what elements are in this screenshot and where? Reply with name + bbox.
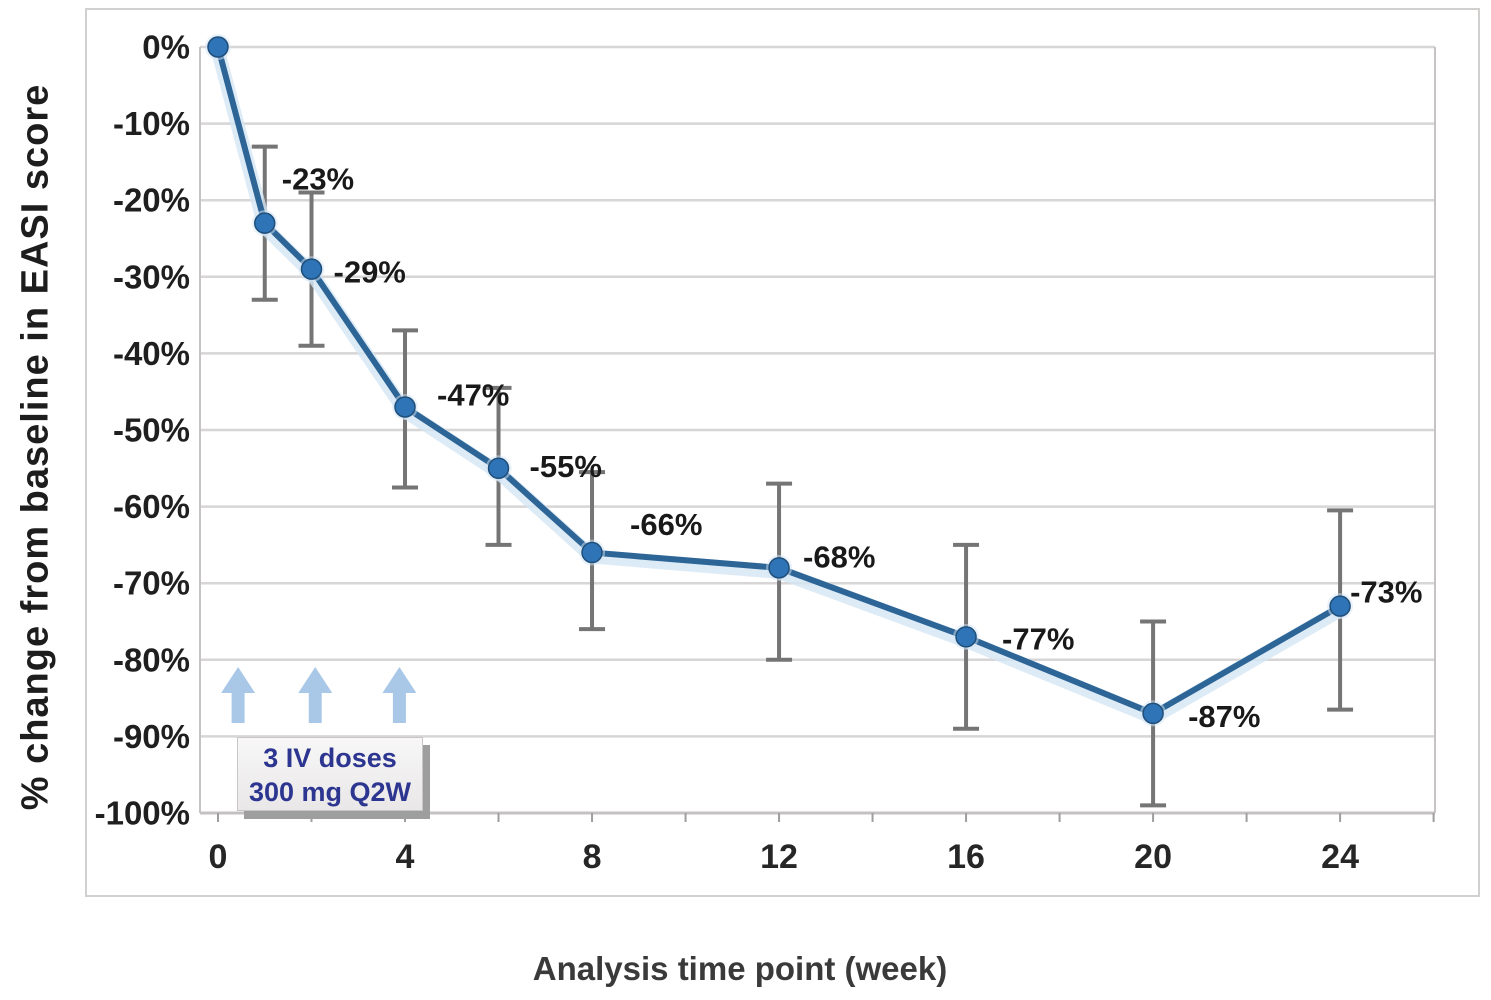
data-label: -23% [282,162,354,197]
data-label: -66% [630,507,702,542]
data-label: -68% [803,539,875,574]
x-tick-label: 24 [1321,838,1359,876]
x-tick-label: 12 [760,838,798,876]
x-axis-title: Analysis time point (week) [532,950,948,987]
y-tick-label: -70% [113,565,190,602]
data-point-marker [487,457,510,480]
data-label: -47% [437,378,509,413]
data-label: -73% [1350,575,1422,610]
x-tick-label: 0 [209,838,228,876]
y-tick-label: -100% [95,795,190,832]
y-tick-label: -80% [113,641,190,678]
x-tick-label: 4 [396,838,415,876]
dose-arrow-icon [298,667,333,723]
data-label: -77% [1002,621,1074,656]
data-point-marker [394,396,416,418]
data-point-marker [1142,702,1164,725]
x-tick-label: 20 [1134,838,1172,876]
y-tick-label: -90% [113,718,190,755]
dose-annotation: 3 IV doses 300 mg Q2W [237,737,423,811]
data-point-marker [955,626,977,648]
data-point-marker [207,36,229,58]
x-tick-label: 16 [947,838,985,876]
y-tick-label: 0% [142,29,190,66]
data-point-marker [300,258,323,280]
data-label: -87% [1188,699,1260,734]
data-point-marker [254,212,276,234]
y-tick-label: -10% [113,105,190,142]
series-line [215,46,1342,717]
dose-arrow-icon [382,667,417,723]
y-tick-label: -60% [113,488,190,525]
y-axis-title: % change from baseline in EASI score [14,83,57,811]
data-label: -29% [334,255,406,290]
y-tick-label: -40% [113,335,190,372]
dose-arrow-icon [221,667,256,723]
data-label: -55% [530,449,602,484]
y-tick-label: -30% [113,258,190,295]
data-point-marker [1329,595,1351,617]
data-point-marker [581,541,603,564]
data-point-marker [768,557,790,579]
y-tick-label: -50% [113,412,190,449]
dose-annotation-line1: 3 IV doses [263,743,397,773]
dose-annotation-line2: 300 mg Q2W [248,777,412,807]
x-tick-label: 8 [583,838,602,876]
y-tick-label: -20% [113,182,190,219]
